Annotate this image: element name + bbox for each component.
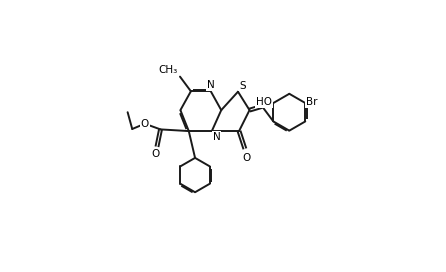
Text: Br: Br [306,97,318,107]
Text: S: S [239,81,246,91]
Text: O: O [140,119,149,129]
Text: HO: HO [256,97,273,107]
Text: N: N [207,80,215,90]
Text: O: O [243,153,251,163]
Text: O: O [152,149,160,159]
Text: CH₃: CH₃ [159,64,178,75]
Text: N: N [213,132,221,142]
